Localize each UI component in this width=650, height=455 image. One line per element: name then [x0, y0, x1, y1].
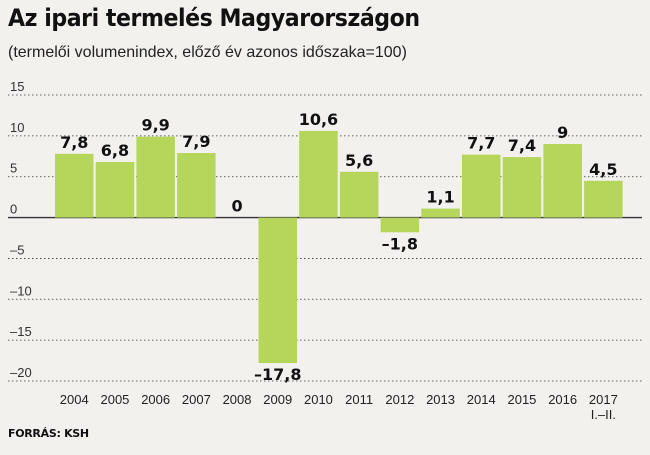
data-label: 7,7: [467, 134, 495, 153]
bar: [299, 130, 338, 218]
bar: [462, 154, 501, 218]
data-label: 7,4: [508, 136, 536, 155]
bar: [55, 153, 94, 218]
data-label: 10,6: [299, 110, 338, 129]
y-tick-label: 15: [10, 79, 24, 94]
y-tick-label: 0: [10, 202, 17, 217]
bar: [95, 162, 135, 218]
y-tick-label: –15: [10, 324, 32, 339]
data-label: –17,8: [254, 365, 301, 384]
x-tick-label: 2012: [385, 392, 414, 407]
data-label: –1,8: [382, 234, 418, 253]
bar: [543, 144, 582, 218]
data-label: 1,1: [426, 188, 454, 207]
data-label: 0: [231, 197, 242, 216]
y-tick-label: 10: [10, 120, 24, 135]
x-tick-label: 2016: [548, 392, 577, 407]
bar: [421, 208, 460, 218]
data-label: 7,9: [182, 132, 210, 151]
chart-subtitle: (termelői volumenindex, előző év azonos …: [8, 44, 407, 61]
x-tick-label: 2011: [345, 392, 373, 407]
bar: [258, 217, 297, 364]
data-label: 6,8: [101, 141, 129, 160]
bar: [136, 136, 175, 218]
x-tick-label: 2004: [60, 392, 89, 407]
y-tick-label: –20: [10, 365, 32, 380]
x-tick-label: 2009: [263, 392, 292, 407]
chart-title: Az ipari termelés Magyarországon: [8, 4, 420, 32]
data-label: 5,6: [345, 151, 373, 170]
x-tick-label: 2017: [589, 392, 618, 407]
bar: [177, 153, 216, 218]
y-tick-label: –10: [10, 283, 32, 298]
data-label: 4,5: [589, 160, 617, 179]
x-tick-label: 2014: [467, 392, 496, 407]
bar: [380, 217, 420, 233]
x-tick-label: 2007: [182, 392, 211, 407]
data-label: 7,8: [60, 133, 88, 152]
y-tick-label: –5: [10, 242, 24, 257]
x-tick-label: 2006: [141, 392, 170, 407]
x-tick-label: 2013: [426, 392, 455, 407]
x-tick-label: 2015: [507, 392, 536, 407]
x-tick-sublabel: I.–II.: [591, 407, 616, 422]
data-label: 9,9: [141, 116, 169, 135]
data-label: 9: [557, 123, 568, 142]
y-tick-label: 5: [10, 161, 17, 176]
bar: [339, 171, 379, 218]
bar: [584, 180, 623, 218]
x-tick-label: 2005: [100, 392, 129, 407]
source-note: FORRÁS: KSH: [8, 427, 89, 440]
x-tick-label: 2008: [223, 392, 252, 407]
bar: [502, 157, 542, 218]
x-tick-label: 2010: [304, 392, 333, 407]
